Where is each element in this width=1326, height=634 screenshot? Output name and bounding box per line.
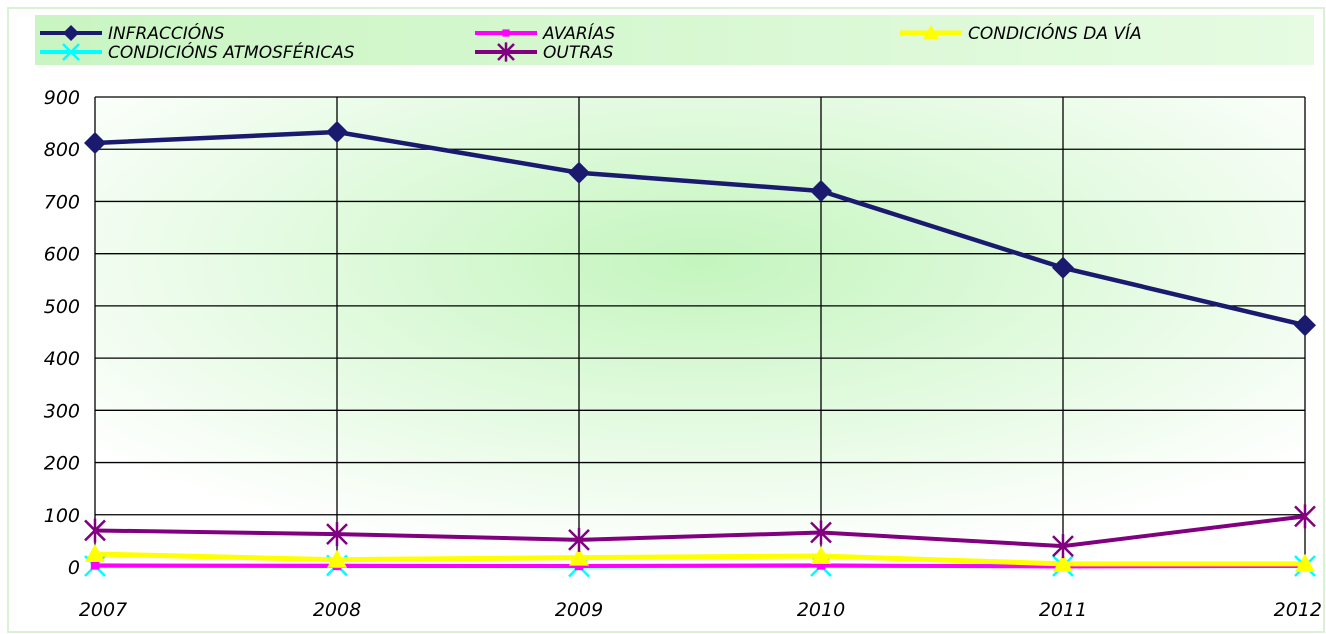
x-tick-label: 2007 (79, 599, 127, 621)
data-point (85, 543, 105, 562)
plot-area (95, 97, 1305, 567)
legend-marker (62, 43, 80, 61)
data-point (811, 546, 831, 565)
y-tick-label: 500 (44, 296, 80, 318)
legend-label: OUTRAS (543, 43, 614, 63)
series-2 (85, 543, 1315, 572)
y-axis: 0 100 200 300 400 500 600 700 800 900 (44, 87, 80, 579)
chart-frame (7, 7, 1325, 633)
y-tick-label: 400 (44, 348, 80, 370)
legend-marker (497, 42, 515, 62)
data-point (326, 120, 348, 143)
legend-marker (502, 29, 510, 37)
y-tick-label: 700 (44, 191, 80, 213)
data-point (1294, 504, 1316, 529)
data-point (568, 161, 590, 184)
series-line (94, 129, 1306, 328)
series-group (84, 120, 1316, 578)
legend-marker (923, 25, 939, 40)
y-tick-label: 200 (44, 453, 80, 475)
data-point (568, 527, 590, 552)
data-point (1052, 534, 1074, 559)
legend-item: AVARÍAS (475, 22, 615, 44)
x-tick-label: 2010 (797, 599, 845, 621)
legend-item: OUTRAS (475, 42, 614, 63)
legend-item: INFRACCIÓNS (40, 22, 225, 44)
legend-label: INFRACCIÓNS (108, 22, 225, 44)
x-tick-label: 2011 (1039, 599, 1087, 621)
data-point (569, 547, 589, 566)
series-line (94, 514, 1306, 549)
x-tick-label: 2012 (1274, 599, 1322, 621)
y-tick-label: 600 (44, 244, 80, 266)
data-point (1294, 314, 1316, 337)
legend: INFRACCIÓNS AVARÍAS CONDICIÓNS DA VÍA CONDI… (40, 22, 1142, 63)
y-tick-label: 900 (44, 87, 80, 109)
y-tick-label: 0 (68, 557, 80, 579)
y-tick-label: 300 (44, 400, 80, 422)
legend-label: CONDICIÓNS ATMOSFÉRICAS (108, 41, 355, 63)
legend-label: CONDICIÓNS DA VÍA (968, 22, 1142, 44)
y-tick-label: 100 (44, 505, 80, 527)
legend-label: AVARÍAS (542, 22, 615, 44)
data-point (810, 180, 832, 202)
data-point (327, 549, 347, 568)
legend-marker (63, 25, 79, 41)
series-4 (84, 504, 1316, 559)
x-tick-label: 2009 (555, 599, 603, 621)
y-tick-label: 800 (44, 139, 80, 161)
legend-item: CONDICIÓNS ATMOSFÉRICAS (40, 41, 355, 63)
series-line (94, 551, 1305, 567)
data-point (326, 522, 348, 547)
series-line (94, 563, 1306, 569)
data-point (816, 561, 826, 570)
data-point (1052, 256, 1074, 279)
data-point (1295, 553, 1315, 572)
legend-item: CONDICIÓNS DA VÍA (900, 22, 1142, 44)
data-point (84, 131, 106, 154)
legend-background (35, 15, 1314, 65)
data-point (810, 520, 832, 545)
data-point (1053, 553, 1073, 572)
data-point (574, 561, 584, 571)
x-tick-label: 2008 (313, 599, 361, 621)
data-point (90, 561, 100, 570)
data-point (84, 518, 106, 543)
series-0 (84, 120, 1316, 337)
x-axis: 2007 2008 2009 2010 2011 2012 (79, 599, 1322, 621)
